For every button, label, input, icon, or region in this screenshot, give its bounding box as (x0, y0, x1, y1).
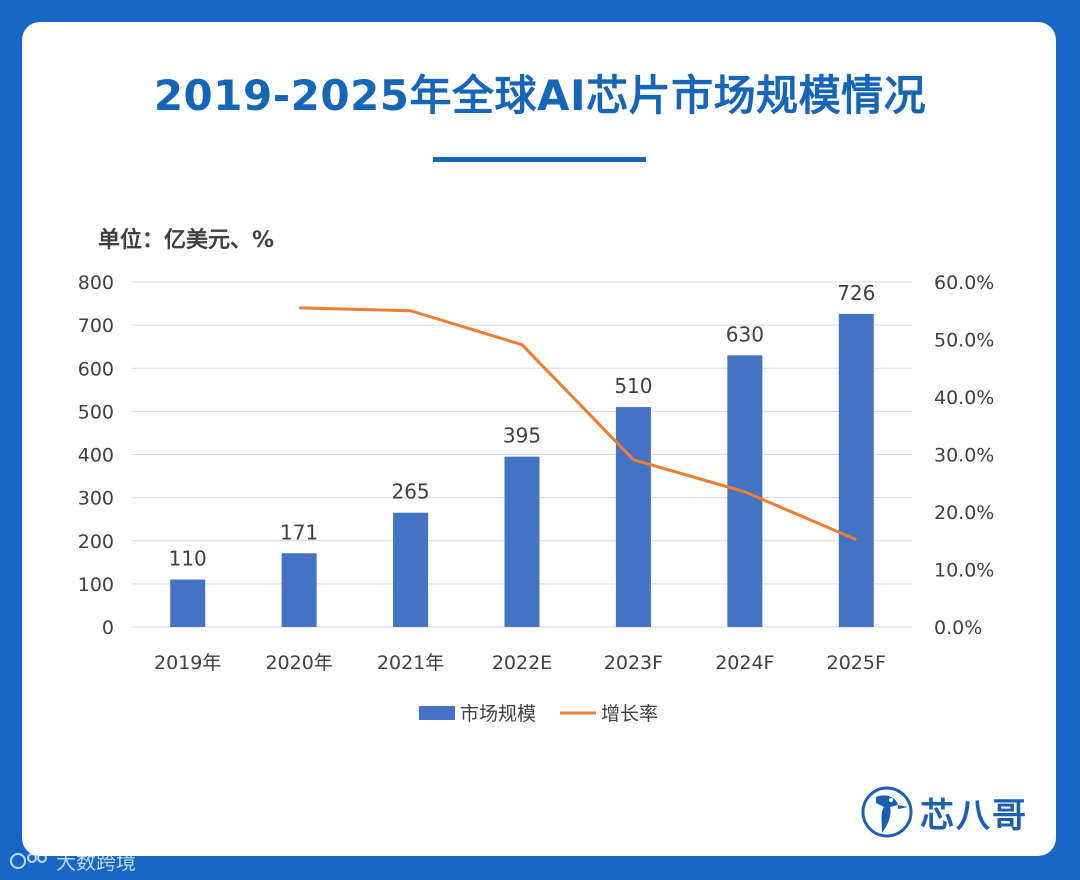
bottom-watermark: 大数跨境 (10, 846, 136, 875)
bar (615, 407, 651, 627)
legend-bar-swatch (419, 706, 455, 720)
left-axis-ticks: 0 100 200 300 400 500 600 700 800 (78, 272, 114, 639)
title-underline (433, 157, 646, 162)
legend-bar-label: 市场规模 (460, 703, 536, 725)
category-label: 2020年 (265, 652, 332, 674)
left-tick-label: 600 (78, 358, 114, 380)
bar-data-label: 510 (614, 374, 652, 398)
right-tick-label: 50.0% (934, 330, 994, 352)
chart-title: 2019-2025年全球AI芯片市场规模情况 (153, 71, 927, 120)
bar-data-label: 171 (280, 520, 318, 544)
bar (281, 553, 317, 627)
bar-data-label: 110 (169, 547, 207, 571)
growth-line-series (299, 306, 857, 541)
right-tick-label: 10.0% (934, 560, 994, 582)
category-label: 2022E (492, 652, 552, 674)
right-tick-label: 0.0% (934, 617, 982, 639)
brand-logo: 芯八哥 (860, 782, 1028, 842)
bottom-watermark-text: 大数跨境 (56, 850, 136, 874)
right-tick-label: 30.0% (934, 445, 994, 467)
category-label: 2023F (604, 652, 663, 674)
category-label: 2021年 (377, 652, 444, 674)
bar (504, 456, 540, 627)
category-labels: 2019年 2020年 2021年 2022E 2023F 2024F 2025F (154, 652, 886, 674)
left-tick-label: 800 (78, 272, 114, 294)
legend: 市场规模 增长率 (419, 703, 658, 725)
bar-data-labels: 110 171 265 395 510 630 726 (169, 281, 876, 571)
left-tick-label: 700 (78, 315, 114, 337)
right-tick-label: 60.0% (934, 272, 994, 294)
left-tick-label: 400 (78, 445, 114, 467)
logo-text: 芯八哥 (920, 795, 1028, 836)
bar-data-label: 265 (391, 480, 429, 504)
bar-data-label: 726 (837, 281, 875, 305)
bar-data-label: 395 (503, 424, 541, 448)
right-tick-label: 40.0% (934, 387, 994, 409)
category-label: 2019年 (154, 652, 221, 674)
bar-series (170, 313, 874, 627)
bar (393, 512, 429, 627)
legend-line-label: 增长率 (601, 703, 658, 725)
unit-label: 单位：亿美元、% (98, 228, 275, 253)
kingfisher-icon (861, 786, 913, 838)
left-tick-label: 500 (78, 401, 114, 423)
left-tick-label: 0 (102, 617, 114, 639)
right-tick-label: 20.0% (934, 502, 994, 524)
right-axis-ticks: 0.0% 10.0% 20.0% 30.0% 40.0% 50.0% 60.0% (934, 272, 994, 639)
bar (838, 313, 874, 627)
brand-mark-icon (10, 852, 47, 869)
growth-line (299, 306, 857, 541)
category-label: 2024F (715, 652, 774, 674)
category-label: 2025F (827, 652, 886, 674)
bar (170, 579, 206, 627)
bar-data-label: 630 (726, 322, 764, 346)
left-tick-label: 100 (78, 574, 114, 596)
left-tick-label: 300 (78, 488, 114, 510)
left-tick-label: 200 (78, 531, 114, 553)
